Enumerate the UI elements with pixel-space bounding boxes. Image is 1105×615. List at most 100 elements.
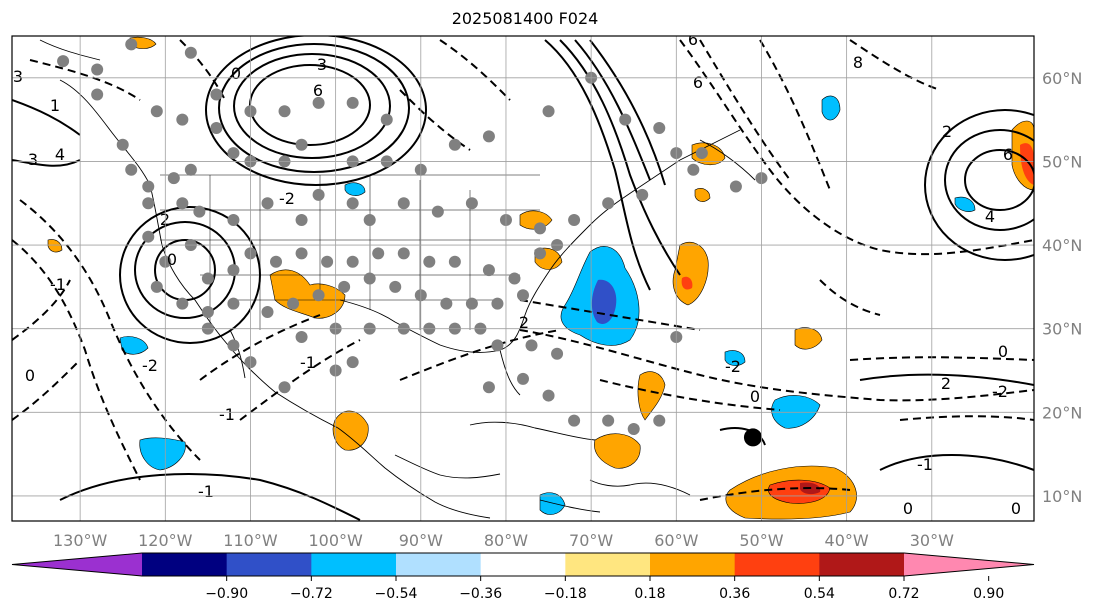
station-dot <box>150 280 163 293</box>
station-dot <box>312 188 325 201</box>
colorbar-segment <box>396 553 482 576</box>
positive-anomaly-region <box>1020 143 1034 185</box>
station-dot <box>193 205 206 218</box>
colorbar-tick-label: 0.54 <box>804 586 835 602</box>
station-dot <box>363 213 376 226</box>
contour-label: 1 <box>50 96 60 115</box>
station-dot <box>619 113 632 126</box>
station-dot <box>482 381 495 394</box>
contour-label: 0 <box>167 250 177 269</box>
colorbar-segment <box>226 553 312 576</box>
station-dot <box>91 88 104 101</box>
station-dot <box>627 423 640 436</box>
latitude-tick-label: 30°N <box>1042 320 1082 339</box>
contour-label: -1 <box>50 275 66 294</box>
station-dot <box>176 197 189 210</box>
storm-center-marker <box>743 428 762 447</box>
station-dot <box>184 163 197 176</box>
station-dot <box>380 113 393 126</box>
contour-label: 2 <box>519 313 529 332</box>
positive-anomaly-region <box>332 410 369 451</box>
station-dot <box>125 38 138 51</box>
contour-label: 3 <box>28 150 38 169</box>
colorbar-segment <box>565 553 651 576</box>
station-dot <box>551 347 564 360</box>
station-dot <box>542 389 555 402</box>
negative-anomaly-region <box>771 395 821 429</box>
longitude-tick-label: 130°W <box>53 531 108 550</box>
longitude-tick-label: 50°W <box>739 531 783 550</box>
contour-label: -2 <box>142 356 158 375</box>
positive-anomaly-region <box>594 433 641 469</box>
station-dot <box>261 305 274 318</box>
negative-anomaly-region <box>724 350 746 366</box>
station-dot <box>729 180 742 193</box>
contour-label: 3 <box>13 67 23 86</box>
contour-label: -2 <box>992 382 1008 401</box>
contour-label: -1 <box>917 455 933 474</box>
colorbar-outline <box>11 552 1035 577</box>
colorbar-low-extend <box>12 553 142 576</box>
chart-title: 2025081400 F024 <box>451 9 599 28</box>
longitude-tick-label: 70°W <box>569 531 613 550</box>
station-dot <box>653 414 666 427</box>
latitude-labels: 60°N 50°N 40°N 30°N 20°N 10°N <box>1042 69 1082 506</box>
station-dot <box>201 272 214 285</box>
station-dot <box>142 230 155 243</box>
station-dot <box>542 105 555 118</box>
colorbar: −0.90 −0.72 −0.54 −0.36 −0.18 0.18 0.36 0.54 0.7… <box>11 552 1035 602</box>
positive-anomaly-region <box>694 188 711 202</box>
station-dot <box>448 255 461 268</box>
negative-anomaly-region <box>344 182 366 196</box>
station-dot <box>687 163 700 176</box>
colorbar-tick-label: −0.72 <box>290 586 333 602</box>
station-dot <box>346 197 359 210</box>
station-dot <box>278 381 291 394</box>
contour-label: 6 <box>688 30 698 49</box>
negative-anomaly-region <box>119 336 149 355</box>
contour-label: 6 <box>1003 145 1013 164</box>
colorbar-tick-label: 0.18 <box>634 586 665 602</box>
colorbar-segment <box>734 553 820 576</box>
station-dot <box>312 289 325 302</box>
longitude-tick-label: 110°W <box>223 531 278 550</box>
station-dot <box>295 213 308 226</box>
station-dot <box>201 305 214 318</box>
station-dot <box>346 356 359 369</box>
station-dot <box>568 414 581 427</box>
station-dot <box>227 147 240 160</box>
station-dot <box>321 255 334 268</box>
station-dot <box>482 130 495 143</box>
shaded-fields <box>47 36 1034 520</box>
contour-label: 2 <box>942 122 952 141</box>
negative-anomaly-region <box>139 437 186 471</box>
longitude-labels: 130°W 120°W 110°W 100°W 90°W 80°W 70°W 60°W 50°W… <box>53 531 954 550</box>
station-dot <box>363 272 376 285</box>
station-dot <box>346 255 359 268</box>
contour-label: 4 <box>55 145 65 164</box>
positive-anomaly-region <box>681 276 693 290</box>
latitude-tick-label: 60°N <box>1042 69 1082 88</box>
contour-label: -2 <box>725 357 741 376</box>
station-dot <box>278 105 291 118</box>
station-dot <box>431 205 444 218</box>
longitude-tick-label: 40°W <box>825 531 869 550</box>
station-dot <box>210 121 223 134</box>
longitude-tick-label: 80°W <box>484 531 528 550</box>
contour-label: -1 <box>300 353 316 372</box>
station-dot <box>602 197 615 210</box>
contour-label: 8 <box>853 53 863 72</box>
positive-anomaly-region <box>794 327 823 350</box>
station-dot <box>389 280 402 293</box>
station-dot <box>176 297 189 310</box>
station-dot <box>57 55 70 68</box>
latitude-tick-label: 40°N <box>1042 236 1082 255</box>
station-dot <box>227 213 240 226</box>
station-dot <box>534 247 547 260</box>
station-dot <box>295 138 308 151</box>
station-dot <box>184 46 197 59</box>
colorbar-tick-label: −0.90 <box>205 586 248 602</box>
station-dot <box>448 138 461 151</box>
station-dot <box>653 121 666 134</box>
colorbar-tick-label: 0.90 <box>973 586 1004 602</box>
